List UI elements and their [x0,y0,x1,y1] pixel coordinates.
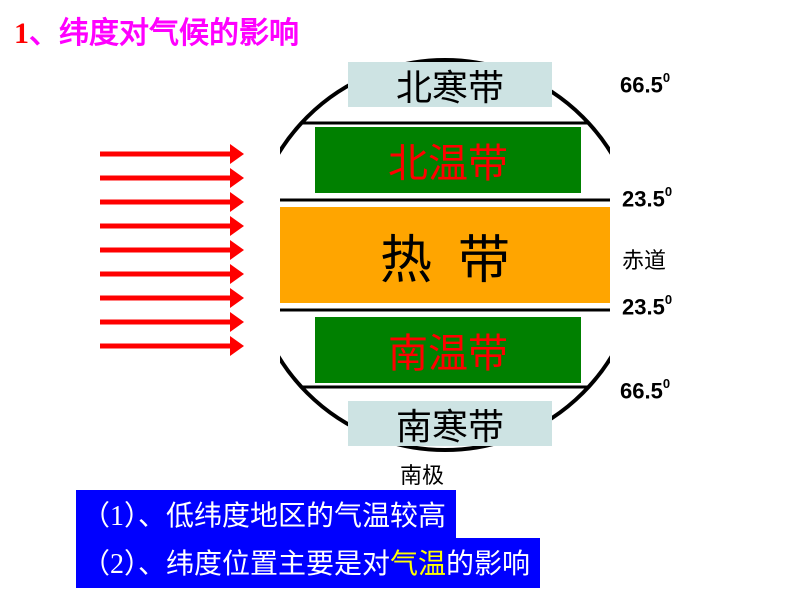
title-text: 、纬度对气候的影响 [29,17,299,50]
latitude-label-3: 66.50 [620,378,670,404]
title-number: 1 [14,17,29,50]
south-pole-label: 南极 [400,458,444,490]
page-title: 1、纬度对气候的影响 [14,8,299,52]
latitude-label-1: 23.50 [622,186,672,212]
climate-zone-4: 南寒带 [348,401,552,446]
bullet-1: （2）、纬度位置主要是对气温的影响 [76,538,540,588]
latitude-label-0: 66.50 [620,72,670,98]
solar-arrows [100,142,248,358]
globe-diagram: 北寒带北温带热 带南温带南寒带 [280,55,610,455]
climate-zone-0: 北寒带 [348,62,552,107]
equator-label: 赤道 [622,243,666,275]
climate-zone-2: 热 带 [280,207,610,303]
climate-zone-3: 南温带 [315,317,581,383]
latitude-label-2: 23.50 [622,294,672,320]
bullet-0: （1）、低纬度地区的气温较高 [76,490,456,540]
climate-zone-1: 北温带 [315,127,581,193]
